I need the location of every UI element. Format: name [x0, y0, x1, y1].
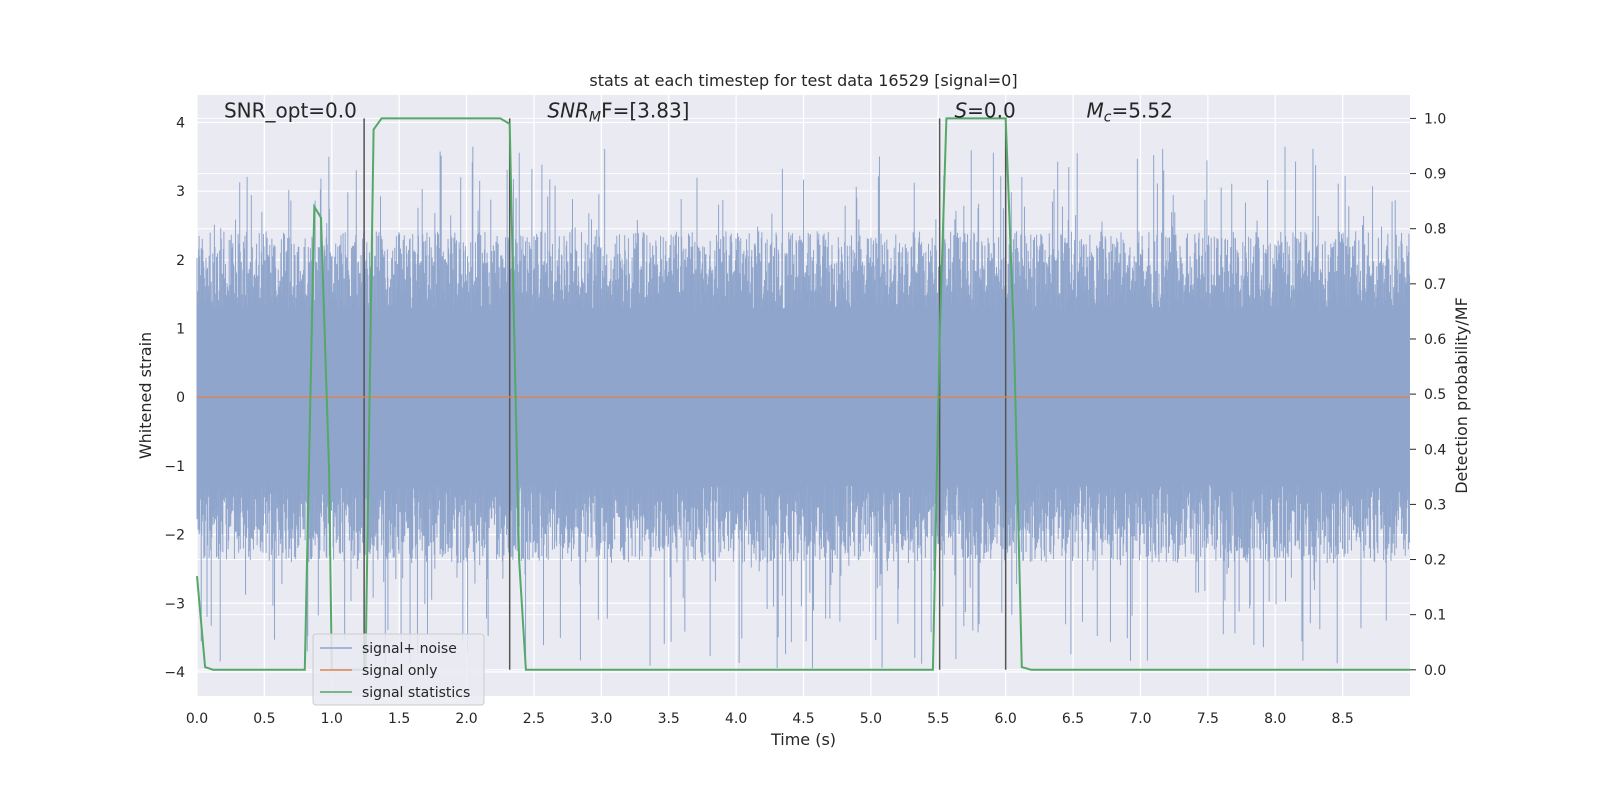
series-signal-statistics — [196, 117, 1410, 671]
y-right-tick-label-0-3: 0.3 — [1424, 497, 1446, 513]
x-tick-label-5-5: 5.5 — [927, 711, 949, 727]
y-left-tick-label-2: 2 — [176, 253, 185, 269]
y-right-tick-label-0-9: 0.9 — [1424, 167, 1446, 183]
y-right-tick-label-0-5: 0.5 — [1424, 387, 1446, 403]
y-axis-label-left: Whitened strain — [136, 332, 155, 459]
x-tick-label-1-0: 1.0 — [321, 711, 343, 727]
y-right-tick-label-0-7: 0.7 — [1424, 277, 1446, 293]
x-tick-label-8-0: 8.0 — [1264, 711, 1286, 727]
y-left-tick-label-4: 4 — [176, 115, 185, 131]
y-left-tick-label-1: 1 — [176, 322, 185, 338]
y-right-tick-label-0-2: 0.2 — [1424, 553, 1446, 569]
y-left-tick-label-1: −1 — [164, 459, 185, 475]
x-tick-label-1-5: 1.5 — [388, 711, 410, 727]
annotation-0: SNR_opt=0.0 — [224, 98, 357, 122]
x-tick-label-7-0: 7.0 — [1129, 711, 1151, 727]
y-right-tick-label-0-6: 0.6 — [1424, 332, 1446, 348]
annotations: SNR_opt=0.0 SNRMF=[3.83] S=0.0 Mc=5.52 — [224, 98, 1173, 125]
x-axis-label: Time (s) — [770, 730, 836, 749]
legend: signal+ noise signal only signal statist… — [312, 633, 485, 706]
x-tick-label-7-5: 7.5 — [1197, 711, 1219, 727]
legend-label-signal-statistics: signal statistics — [362, 685, 470, 701]
y-right-tick-label-0-8: 0.8 — [1424, 222, 1446, 238]
y-right-tick-label-0-4: 0.4 — [1424, 442, 1446, 458]
x-tick-label-6-5: 6.5 — [1062, 711, 1084, 727]
y-left-tick-label-3: 3 — [176, 184, 185, 200]
vertical-markers — [363, 118, 1007, 670]
x-tick-label-4-0: 4.0 — [725, 711, 747, 727]
x-tick-label-5-0: 5.0 — [860, 711, 882, 727]
annotation-3: Mc=5.52 — [1087, 98, 1173, 125]
legend-label-signal-only: signal only — [362, 663, 437, 679]
legend-box — [312, 633, 485, 706]
x-tick-label-2-0: 2.0 — [455, 711, 477, 727]
x-tick-label-8-5: 8.5 — [1331, 711, 1353, 727]
y-left-tick-label-2: −2 — [164, 528, 185, 544]
x-tick-label-0-5: 0.5 — [253, 711, 275, 727]
x-tick-label-6-0: 6.0 — [995, 711, 1017, 727]
y-left-tick-label-4: −4 — [164, 665, 185, 681]
x-tick-label-3-5: 3.5 — [658, 711, 680, 727]
y-right-tick-label-0-1: 0.1 — [1424, 608, 1446, 624]
annotation-1: SNRMF=[3.83] — [547, 98, 689, 125]
y-right-tick-label-1-0: 1.0 — [1424, 111, 1446, 127]
y-right-tick-label-0-0: 0.0 — [1424, 663, 1446, 679]
legend-label-signal-noise: signal+ noise — [362, 641, 457, 657]
y-left-tick-label-0: 0 — [176, 390, 185, 406]
y-axis-label-right: Detection probability/MF — [1452, 297, 1471, 494]
chart-title: stats at each timestep for test data 165… — [589, 71, 1017, 90]
ticks: 0.0 0.5 1.0 1.5 2.0 2.5 3.0 3.5 4.0 4.5 5.0 5.5 6.0 6… — [164, 111, 1446, 727]
x-tick-label-3-0: 3.0 — [590, 711, 612, 727]
x-tick-label-2-5: 2.5 — [523, 711, 545, 727]
x-tick-label-4-5: 4.5 — [792, 711, 814, 727]
x-tick-label-0-0: 0.0 — [186, 711, 208, 727]
y-left-tick-label-3: −3 — [164, 596, 185, 612]
annotation-2: S=0.0 — [954, 98, 1015, 122]
